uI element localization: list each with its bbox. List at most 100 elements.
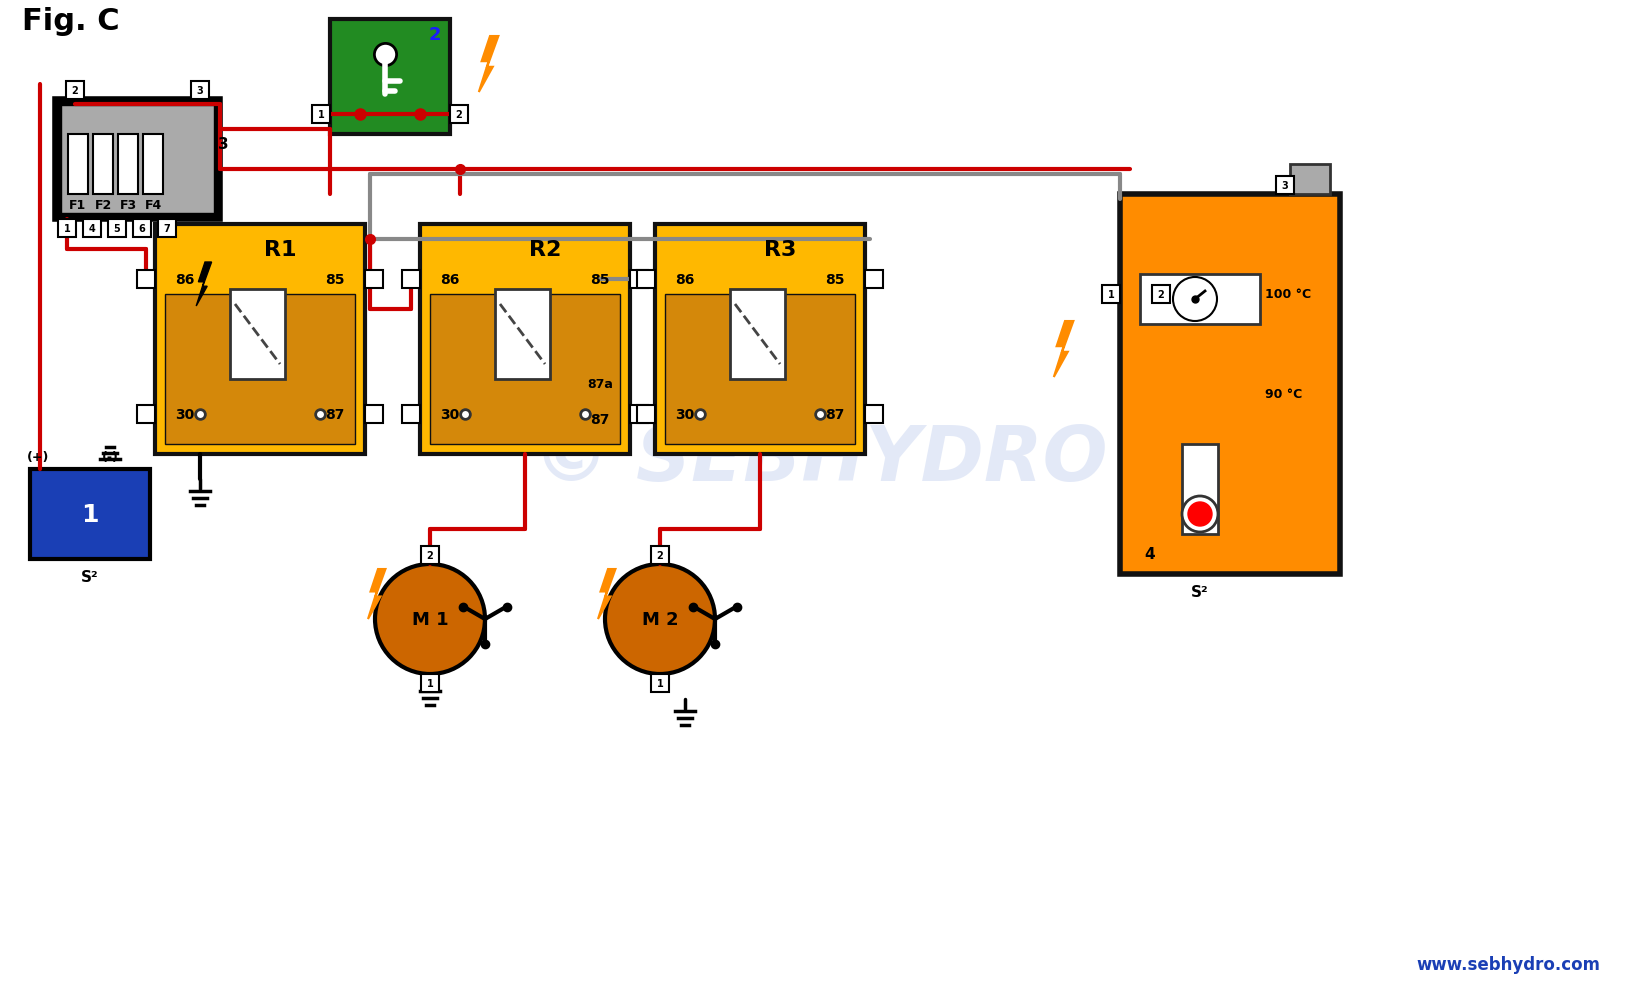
Text: 2: 2	[72, 85, 79, 95]
Text: 3: 3	[218, 137, 228, 152]
FancyBboxPatch shape	[229, 289, 285, 380]
FancyBboxPatch shape	[421, 674, 439, 692]
FancyBboxPatch shape	[629, 406, 647, 423]
Text: 7: 7	[164, 224, 170, 234]
FancyBboxPatch shape	[402, 270, 420, 288]
Text: 87a: 87a	[587, 378, 613, 391]
Text: 1: 1	[82, 503, 98, 527]
Text: 4: 4	[1144, 547, 1155, 562]
FancyBboxPatch shape	[138, 406, 156, 423]
Text: 2: 2	[657, 551, 664, 561]
Text: 87: 87	[590, 413, 610, 426]
FancyBboxPatch shape	[495, 289, 551, 380]
FancyBboxPatch shape	[61, 106, 215, 214]
Text: F2: F2	[95, 200, 111, 213]
Polygon shape	[479, 37, 498, 92]
Text: 87: 87	[826, 408, 844, 421]
FancyBboxPatch shape	[638, 406, 656, 423]
Text: R1: R1	[264, 240, 297, 259]
FancyBboxPatch shape	[729, 289, 785, 380]
FancyBboxPatch shape	[93, 135, 113, 195]
Text: (+): (+)	[26, 451, 49, 464]
Text: © SEBHYDRO: © SEBHYDRO	[533, 422, 1108, 496]
FancyBboxPatch shape	[451, 106, 469, 124]
Text: 100 °C: 100 °C	[1265, 288, 1311, 301]
FancyBboxPatch shape	[133, 220, 151, 238]
FancyBboxPatch shape	[865, 270, 883, 288]
Text: 3: 3	[1282, 181, 1288, 191]
FancyBboxPatch shape	[192, 82, 210, 100]
Polygon shape	[1054, 322, 1074, 378]
FancyBboxPatch shape	[57, 220, 75, 238]
Text: 3: 3	[197, 85, 203, 95]
Text: M 1: M 1	[411, 610, 449, 628]
FancyBboxPatch shape	[402, 406, 420, 423]
FancyBboxPatch shape	[1141, 274, 1260, 325]
Polygon shape	[369, 570, 385, 619]
Text: 6: 6	[139, 224, 146, 234]
FancyBboxPatch shape	[421, 547, 439, 565]
FancyBboxPatch shape	[420, 225, 629, 454]
FancyBboxPatch shape	[118, 135, 138, 195]
FancyBboxPatch shape	[30, 469, 151, 560]
FancyBboxPatch shape	[1182, 444, 1218, 535]
Text: 1: 1	[657, 678, 664, 688]
Text: R3: R3	[764, 240, 797, 259]
Text: 4: 4	[89, 224, 95, 234]
FancyBboxPatch shape	[1119, 195, 1341, 575]
FancyBboxPatch shape	[84, 220, 102, 238]
Polygon shape	[598, 570, 616, 619]
Circle shape	[1174, 277, 1218, 322]
Text: S²: S²	[82, 570, 98, 584]
Text: 2: 2	[429, 26, 441, 44]
Text: 86: 86	[441, 272, 459, 286]
Text: S²: S²	[1192, 584, 1210, 600]
FancyBboxPatch shape	[1152, 285, 1170, 304]
FancyBboxPatch shape	[656, 225, 865, 454]
FancyBboxPatch shape	[1290, 165, 1329, 195]
Text: F3: F3	[120, 200, 136, 213]
Text: 30: 30	[175, 408, 195, 421]
Text: R2: R2	[529, 240, 561, 259]
Text: 86: 86	[675, 272, 695, 286]
FancyBboxPatch shape	[429, 294, 620, 444]
FancyBboxPatch shape	[138, 270, 156, 288]
Text: (-): (-)	[102, 451, 118, 464]
FancyBboxPatch shape	[66, 82, 84, 100]
Circle shape	[1188, 503, 1211, 527]
Text: 1: 1	[426, 678, 433, 688]
Text: 2: 2	[1157, 289, 1164, 300]
FancyBboxPatch shape	[365, 406, 384, 423]
Text: 5: 5	[113, 224, 120, 234]
FancyBboxPatch shape	[143, 135, 162, 195]
FancyBboxPatch shape	[1101, 285, 1119, 304]
Text: M 2: M 2	[642, 610, 679, 628]
Text: 90 °C: 90 °C	[1265, 388, 1303, 402]
FancyBboxPatch shape	[665, 294, 856, 444]
FancyBboxPatch shape	[329, 20, 451, 135]
Text: Fig. C: Fig. C	[21, 8, 120, 37]
FancyBboxPatch shape	[365, 270, 384, 288]
Text: www.sebhydro.com: www.sebhydro.com	[1416, 955, 1600, 973]
Circle shape	[1182, 496, 1218, 533]
Text: 85: 85	[325, 272, 344, 286]
Text: 30: 30	[675, 408, 695, 421]
Circle shape	[375, 565, 485, 674]
FancyBboxPatch shape	[156, 225, 365, 454]
Circle shape	[605, 565, 715, 674]
FancyBboxPatch shape	[67, 135, 89, 195]
FancyBboxPatch shape	[651, 674, 669, 692]
Text: 87: 87	[325, 408, 344, 421]
Text: 1: 1	[64, 224, 70, 234]
Text: 85: 85	[826, 272, 844, 286]
FancyBboxPatch shape	[108, 220, 126, 238]
Text: 86: 86	[175, 272, 195, 286]
Text: 2: 2	[426, 551, 433, 561]
FancyBboxPatch shape	[157, 220, 175, 238]
FancyBboxPatch shape	[1277, 177, 1295, 195]
FancyBboxPatch shape	[865, 406, 883, 423]
Text: 30: 30	[441, 408, 459, 421]
Polygon shape	[197, 262, 211, 307]
FancyBboxPatch shape	[629, 270, 647, 288]
Text: 1: 1	[1108, 289, 1115, 300]
